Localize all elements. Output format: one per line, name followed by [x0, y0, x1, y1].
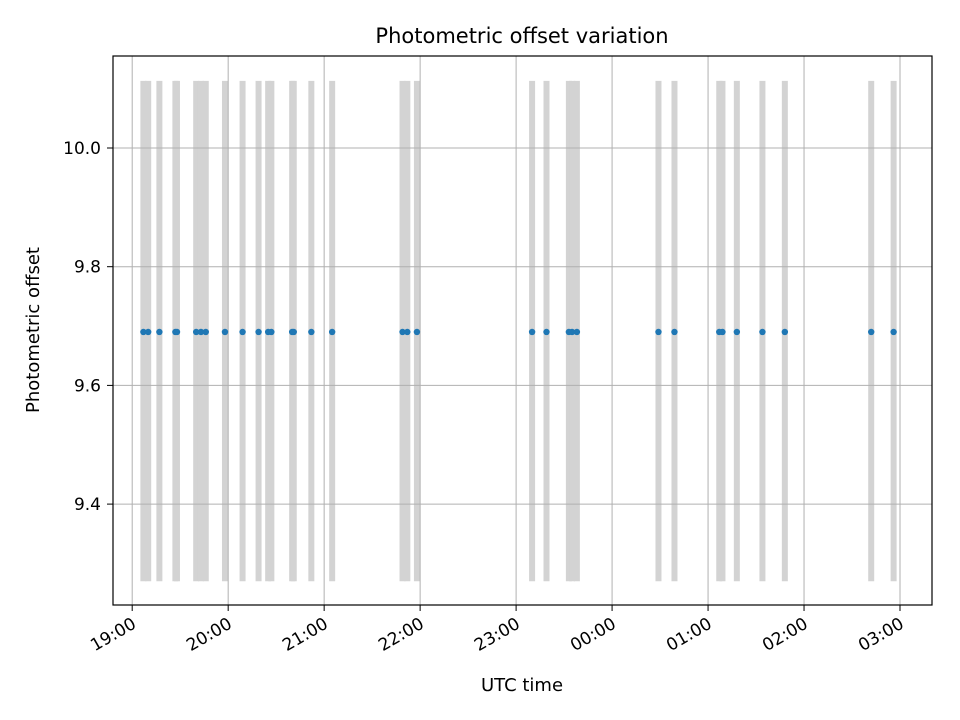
- data-point: [868, 328, 875, 336]
- data-point: [328, 328, 336, 336]
- y-tick-label: 9.6: [74, 376, 101, 396]
- data-point: [192, 328, 200, 336]
- data-point: [733, 328, 741, 336]
- data-point: [781, 328, 789, 336]
- plot-frame: [112, 55, 933, 606]
- data-point: [197, 328, 205, 336]
- data-point: [573, 328, 581, 336]
- data-point: [890, 328, 897, 336]
- gridlines: [113, 56, 932, 605]
- x-axis-title: UTC time: [481, 675, 563, 696]
- data-point: [144, 328, 152, 336]
- data-point: [290, 328, 297, 336]
- data-point: [528, 328, 536, 336]
- data-point: [655, 328, 662, 336]
- data-point: [255, 328, 262, 336]
- data-point: [543, 328, 550, 336]
- data-point: [173, 328, 181, 336]
- data-point: [404, 328, 411, 336]
- y-axis-ticks: 9.4 9.6 9.8 10.0: [63, 139, 113, 515]
- data-point: [399, 328, 406, 336]
- data-point: [202, 328, 209, 336]
- data-points: [140, 328, 897, 336]
- data-point: [268, 328, 275, 336]
- data-point: [759, 328, 766, 336]
- data-point: [308, 328, 315, 336]
- chart-title: Photometric offset variation: [375, 24, 668, 48]
- data-point: [239, 328, 246, 336]
- y-tick-label: 9.4: [74, 495, 101, 515]
- data-point: [140, 328, 147, 336]
- data-point: [671, 328, 678, 336]
- y-tick-label: 9.8: [74, 258, 101, 278]
- data-point: [719, 328, 726, 336]
- data-point: [156, 328, 163, 336]
- y-axis-title: Photometric offset: [23, 247, 44, 413]
- data-point: [568, 328, 576, 336]
- data-point: [413, 328, 421, 336]
- data-point: [221, 328, 229, 336]
- y-tick-label: 10.0: [63, 139, 101, 159]
